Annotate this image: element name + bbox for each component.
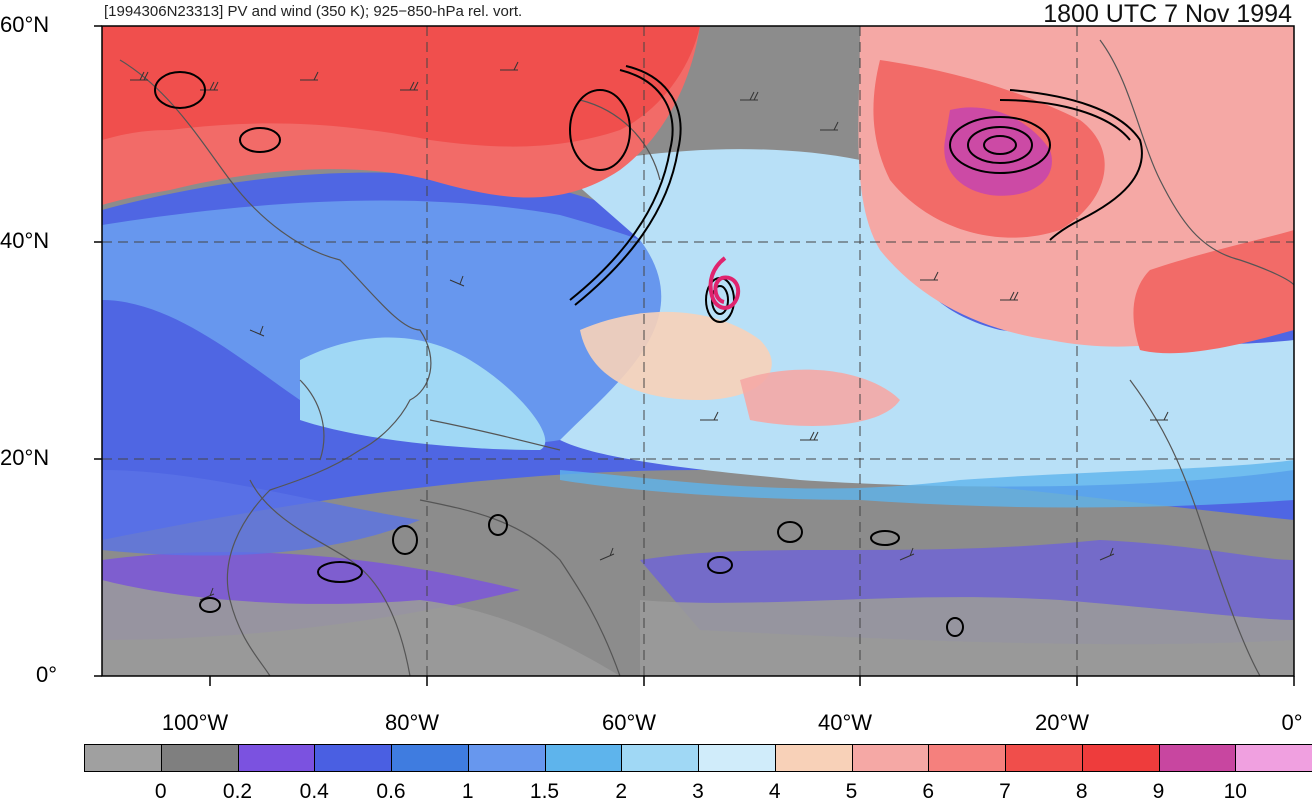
lon-label-60w: 60°W <box>601 710 657 735</box>
colorbar-label: 4 <box>768 780 781 803</box>
lon-label-100w: 100°W <box>161 710 229 735</box>
colorbar-swatch <box>467 744 545 772</box>
colorbar-swatch <box>84 744 162 772</box>
colorbar-label: 0.2 <box>222 780 253 803</box>
colorbar-label: 1.5 <box>529 780 560 803</box>
colorbar-swatch <box>698 744 776 772</box>
colorbar-swatch <box>160 744 238 772</box>
colorbar-label: 0 <box>154 780 167 803</box>
vorticity-contours <box>154 65 1143 637</box>
lon-label-20w: 20°W <box>1034 710 1090 735</box>
colorbar-label: 6 <box>922 780 935 803</box>
map-subtitle: [1994306N23313] PV and wind (350 K); 925… <box>104 3 523 20</box>
colorbar-swatch <box>391 744 469 772</box>
colorbar-swatch <box>1005 744 1083 772</box>
colorbar-swatch <box>1158 744 1236 772</box>
colorbar-label: 9 <box>1152 780 1165 803</box>
colorbar-swatch <box>237 744 315 772</box>
gridlines <box>102 26 1294 676</box>
colorbar-label: 8 <box>1075 780 1088 803</box>
storm-track <box>708 256 741 310</box>
lon-label-80w: 80°W <box>384 710 440 735</box>
colorbar-swatch <box>621 744 699 772</box>
lat-label-60n: 60°N <box>0 12 50 37</box>
colorbar-label: 0.6 <box>376 780 406 803</box>
plot-border <box>101 25 1295 677</box>
colorbar-swatch <box>851 744 929 772</box>
colorbar-label: 0.4 <box>299 780 329 803</box>
colorbar-label: 3 <box>692 780 704 803</box>
lon-label-0: 0° <box>1281 710 1303 735</box>
coastlines <box>119 39 1294 676</box>
colorbar-label: 10 <box>1223 780 1247 803</box>
lat-label-40n: 40°N <box>0 228 50 253</box>
colorbar-label: 2 <box>615 780 628 803</box>
colorbar-swatch <box>544 744 622 772</box>
axis-ticks <box>94 25 1295 686</box>
colorbar-label: 1 <box>461 780 474 803</box>
colorbar-label: 7 <box>999 780 1011 803</box>
map-timestamp: 1800 UTC 7 Nov 1994 <box>1043 0 1292 28</box>
lat-label-0: 0° <box>36 662 58 687</box>
lat-label-20n: 20°N <box>0 445 50 470</box>
wind-barbs <box>130 61 1169 601</box>
colorbar-label: 5 <box>845 780 858 803</box>
colorbar-swatch <box>314 744 392 772</box>
colorbar-swatch <box>1235 744 1312 772</box>
pv-field <box>102 26 1294 676</box>
colorbar-swatch <box>774 744 852 772</box>
colorbar-swatch <box>928 744 1006 772</box>
colorbar-swatch <box>1081 744 1159 772</box>
lon-label-40w: 40°W <box>817 710 873 735</box>
